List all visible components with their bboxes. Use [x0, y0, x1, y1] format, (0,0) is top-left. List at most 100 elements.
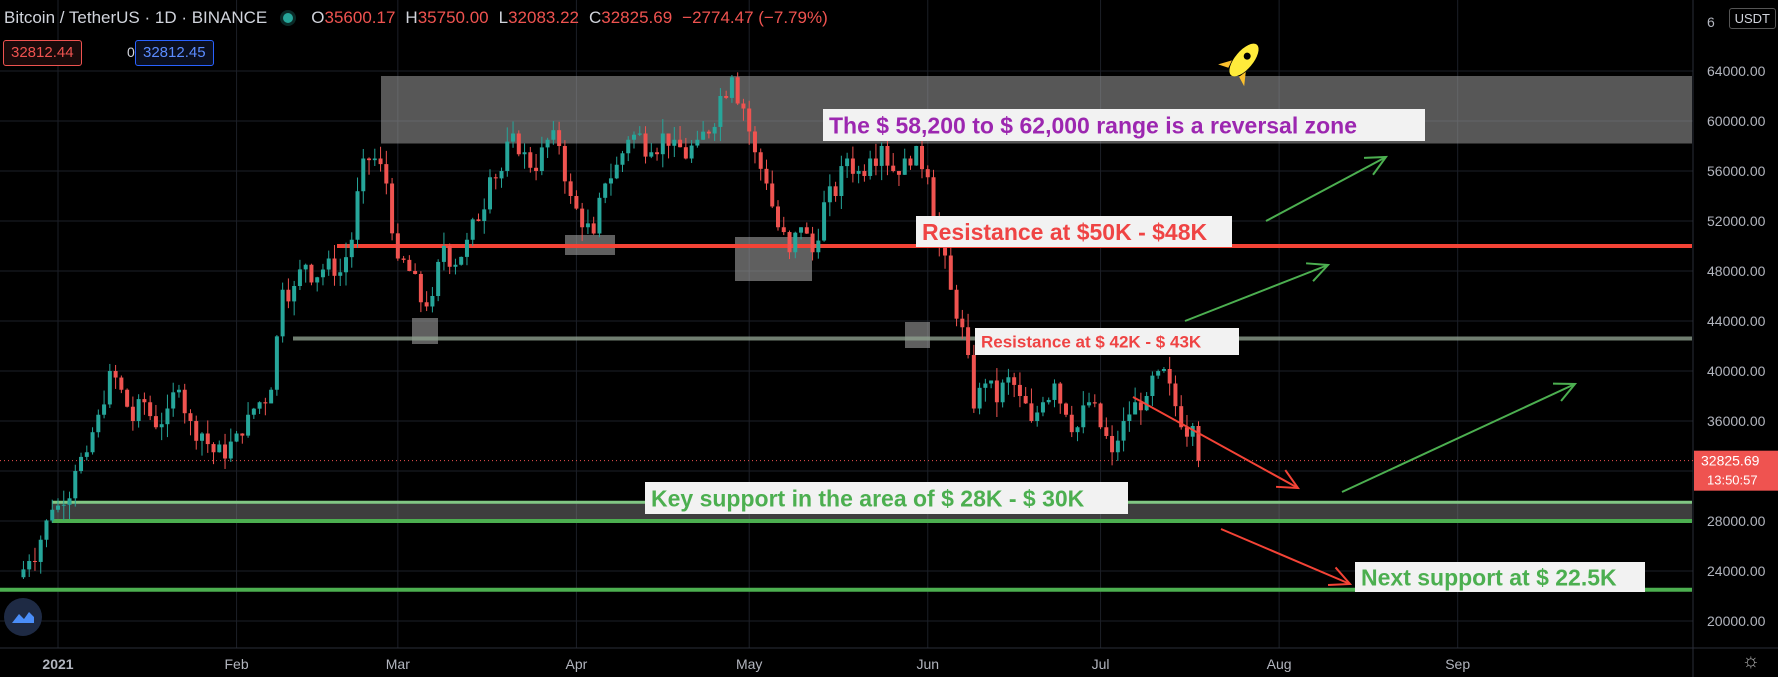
candle-body	[159, 424, 164, 428]
rocket-icon	[1218, 43, 1259, 87]
candle-body	[441, 246, 446, 262]
y-tick-label: 60000.00	[1707, 113, 1766, 129]
open-key: O	[311, 8, 325, 27]
candle-body	[464, 239, 469, 257]
candle-body	[1190, 426, 1195, 437]
tradingview-logo-icon[interactable]	[4, 598, 42, 636]
candle-body	[1115, 440, 1120, 453]
candle-body	[954, 289, 959, 319]
sell-price-button[interactable]: 32812.44	[3, 40, 82, 66]
candle-body	[580, 208, 585, 228]
candle-body	[747, 108, 752, 132]
candle-body	[1087, 402, 1092, 406]
candle-body	[637, 133, 642, 135]
y-tick-label: 56000.00	[1707, 163, 1766, 179]
candle-body	[994, 380, 999, 403]
x-tick-label: Aug	[1267, 656, 1292, 672]
y-tick-label: 44000.00	[1707, 313, 1766, 329]
candle-body	[142, 399, 147, 403]
candle-body	[395, 233, 400, 259]
resistance-42k-label-bg	[975, 328, 1239, 355]
candle-body	[920, 146, 924, 170]
candle-body	[21, 569, 26, 578]
candle-body	[505, 141, 510, 171]
candle-body	[176, 389, 181, 393]
candle-body	[655, 152, 660, 155]
candle-body	[879, 146, 884, 166]
y-tick-label: 28000.00	[1707, 513, 1766, 529]
candle-body	[188, 413, 193, 421]
candle-body	[804, 227, 809, 234]
candle-body	[263, 402, 268, 404]
x-tick-label: Sep	[1445, 656, 1470, 672]
close-value: 32825.69	[601, 8, 673, 27]
candle-body	[770, 183, 775, 207]
highlight-box	[735, 237, 812, 281]
candle-body	[626, 139, 631, 154]
candle-body	[1075, 427, 1080, 433]
y-tick-label: 52000.00	[1707, 213, 1766, 229]
reversal-zone-label-bg	[823, 109, 1425, 141]
next-support-label-bg	[1355, 562, 1645, 592]
candle-body	[1035, 412, 1040, 421]
candle-body	[574, 196, 579, 209]
arrow-up-2	[1184, 264, 1329, 322]
y-tick-label: 36000.00	[1707, 413, 1766, 429]
settings-gear-icon[interactable]: ☼	[1741, 650, 1760, 672]
candle-body	[522, 152, 527, 155]
candle-body	[1023, 396, 1028, 404]
candle-body	[274, 336, 279, 390]
candle-body	[32, 561, 37, 562]
buy-price-button[interactable]: 32812.45	[135, 40, 214, 66]
x-tick-label: Jul	[1092, 656, 1110, 672]
candle-body	[729, 77, 734, 98]
candle-body	[683, 147, 688, 159]
candle-body	[390, 183, 395, 234]
candle-body	[407, 259, 412, 271]
candle-body	[320, 269, 325, 278]
resistance-50k-label-bg	[916, 216, 1232, 247]
candle-body	[643, 133, 648, 157]
candle-body	[948, 255, 953, 290]
candle-body	[781, 227, 786, 233]
candle-body	[833, 186, 838, 196]
y-tick-label: 48000.00	[1707, 263, 1766, 279]
candle-body	[603, 183, 608, 198]
candle-body	[850, 158, 855, 174]
candle-body	[1098, 403, 1103, 428]
close-key: C	[588, 8, 602, 27]
candle-body	[660, 133, 665, 155]
candle-body	[286, 289, 291, 302]
candle-body	[119, 377, 124, 390]
candle-body	[355, 191, 360, 240]
candle-body	[453, 264, 458, 267]
symbol-title[interactable]: Bitcoin / TetherUS · 1D · BINANCE	[4, 8, 268, 27]
candle-body	[326, 258, 331, 270]
candle-body	[372, 158, 377, 161]
y-tick-label: 24000.00	[1707, 563, 1766, 579]
candle-body	[632, 134, 636, 140]
low-value: 32083.22	[508, 8, 579, 27]
x-tick-label: 2021	[42, 656, 73, 672]
candle-body	[1092, 402, 1097, 404]
candle-body	[148, 402, 153, 417]
candle-body	[701, 131, 706, 140]
candle-body	[338, 272, 343, 276]
candle-body	[1006, 377, 1011, 383]
candle-body	[1046, 399, 1051, 403]
x-tick-label: Apr	[566, 656, 588, 672]
high-value: 35750.00	[417, 8, 489, 27]
candle-body	[240, 433, 245, 436]
candle-body	[511, 133, 516, 142]
candle-body	[280, 289, 285, 337]
open-value: 35600.17	[324, 8, 396, 27]
candle-body	[1064, 403, 1068, 415]
candle-body	[551, 130, 556, 140]
candle-body	[839, 166, 844, 196]
currency-button[interactable]: USDT	[1728, 8, 1776, 29]
candle-body	[332, 258, 337, 276]
candle-body	[1127, 414, 1132, 421]
candle-body	[516, 133, 521, 155]
candle-body	[61, 504, 66, 506]
